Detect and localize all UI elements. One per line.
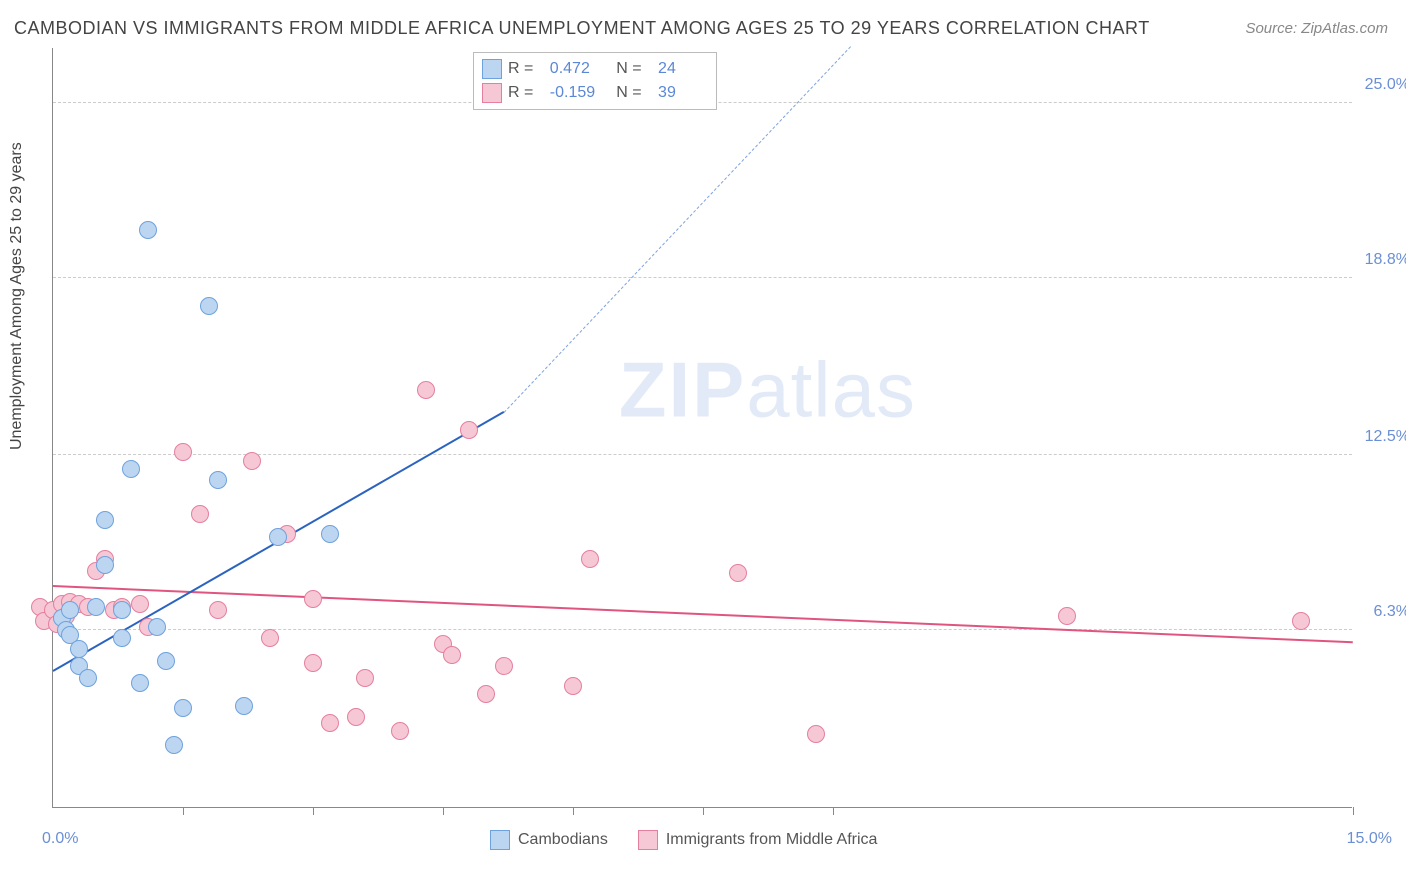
data-point: [321, 714, 339, 732]
legend-item-1: Cambodians: [490, 830, 608, 850]
data-point: [157, 652, 175, 670]
x-tick: [573, 807, 574, 815]
data-point: [269, 528, 287, 546]
x-axis-min-label: 0.0%: [42, 830, 78, 848]
data-point: [139, 221, 157, 239]
data-point: [79, 669, 97, 687]
data-point: [417, 381, 435, 399]
data-point: [807, 725, 825, 743]
x-tick: [703, 807, 704, 815]
swatch-blue-icon: [482, 59, 502, 79]
data-point: [96, 556, 114, 574]
gridline: [53, 277, 1352, 278]
data-point: [235, 697, 253, 715]
data-point: [243, 452, 261, 470]
data-point: [70, 640, 88, 658]
bottom-legend: Cambodians Immigrants from Middle Africa: [490, 830, 877, 850]
data-point: [347, 708, 365, 726]
data-point: [209, 601, 227, 619]
data-point: [148, 618, 166, 636]
data-point: [729, 564, 747, 582]
data-point: [200, 297, 218, 315]
x-tick: [183, 807, 184, 815]
x-tick: [443, 807, 444, 815]
x-tick: [1353, 807, 1354, 815]
data-point: [460, 421, 478, 439]
swatch-blue-icon: [490, 830, 510, 850]
data-point: [304, 654, 322, 672]
data-point: [113, 601, 131, 619]
data-point: [87, 598, 105, 616]
data-point: [174, 443, 192, 461]
data-point: [113, 629, 131, 647]
y-tick-label: 25.0%: [1365, 76, 1406, 94]
gridline: [53, 629, 1352, 630]
y-axis-label: Unemployment Among Ages 25 to 29 years: [8, 142, 26, 450]
data-point: [261, 629, 279, 647]
chart-title: CAMBODIAN VS IMMIGRANTS FROM MIDDLE AFRI…: [14, 18, 1150, 39]
data-point: [174, 699, 192, 717]
swatch-pink-icon: [638, 830, 658, 850]
data-point: [443, 646, 461, 664]
source-label: Source: ZipAtlas.com: [1245, 20, 1388, 37]
data-point: [304, 590, 322, 608]
data-point: [1292, 612, 1310, 630]
stats-row-1: R = 0.472 N = 24: [482, 57, 708, 81]
data-point: [321, 525, 339, 543]
data-point: [356, 669, 374, 687]
y-tick-label: 6.3%: [1374, 603, 1406, 621]
x-axis-max-label: 15.0%: [1347, 830, 1392, 848]
y-tick-label: 12.5%: [1365, 428, 1406, 446]
data-point: [477, 685, 495, 703]
stats-legend: R = 0.472 N = 24 R = -0.159 N = 39: [473, 52, 717, 110]
data-point: [165, 736, 183, 754]
legend-label-1: Cambodians: [518, 831, 608, 849]
legend-label-2: Immigrants from Middle Africa: [666, 831, 878, 849]
data-point: [1058, 607, 1076, 625]
watermark: ZIPatlas: [619, 344, 916, 435]
swatch-pink-icon: [482, 83, 502, 103]
data-point: [191, 505, 209, 523]
data-point: [131, 595, 149, 613]
stats-row-2: R = -0.159 N = 39: [482, 81, 708, 105]
data-point: [564, 677, 582, 695]
data-point: [61, 601, 79, 619]
plot-area: ZIPatlas R = 0.472 N = 24 R = -0.159 N =…: [52, 48, 1352, 808]
data-point: [581, 550, 599, 568]
data-point: [122, 460, 140, 478]
legend-item-2: Immigrants from Middle Africa: [638, 830, 878, 850]
data-point: [209, 471, 227, 489]
data-point: [391, 722, 409, 740]
x-tick: [313, 807, 314, 815]
data-point: [96, 511, 114, 529]
y-tick-label: 18.8%: [1365, 251, 1406, 269]
x-tick: [833, 807, 834, 815]
trendline: [53, 585, 1353, 643]
data-point: [131, 674, 149, 692]
data-point: [495, 657, 513, 675]
